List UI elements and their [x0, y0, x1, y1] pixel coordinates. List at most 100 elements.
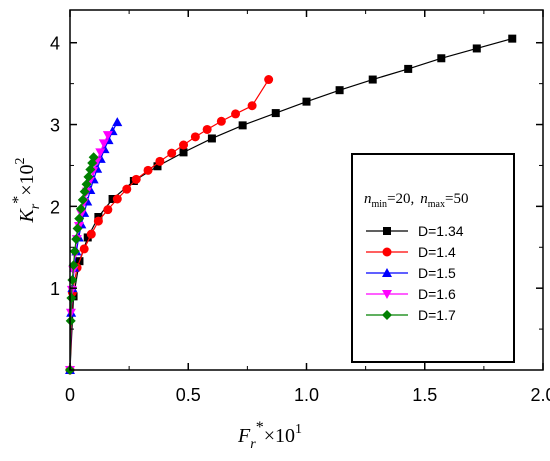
data-point [83, 233, 92, 242]
legend-title-n2: n [420, 191, 428, 207]
legend-title-n1: n [364, 191, 372, 207]
data-point [202, 124, 212, 134]
data-point [81, 179, 92, 190]
data-point [88, 152, 99, 163]
x-axis-label: Fr*×101 [237, 419, 302, 452]
y-tick-label: 1 [50, 279, 60, 299]
data-point [76, 209, 87, 219]
data-point [247, 101, 257, 111]
data-point [108, 195, 117, 203]
x-tick-label: 1.0 [294, 385, 319, 405]
data-point [98, 139, 109, 149]
legend-title: nmin=20, nmax=50 [364, 191, 468, 210]
series-D=1.4 [65, 75, 274, 375]
legend-title-max-val: =50 [445, 191, 468, 207]
data-point [83, 171, 94, 182]
x-axis-label-mult: ×10 [264, 425, 295, 447]
legend-marker [382, 290, 392, 299]
y-axis-label: Kr*×102 [10, 157, 43, 223]
data-point [167, 148, 177, 158]
y-tick-label: 4 [50, 34, 60, 54]
data-point [131, 174, 141, 184]
data-point [179, 140, 189, 150]
legend-marker [382, 310, 392, 320]
legend-entry: D=1.6 [366, 286, 456, 302]
y-axis-label-sub: r [28, 203, 43, 209]
legend-label: D=1.7 [418, 307, 456, 323]
legend: nmin=20, nmax=50 D=1.34D=1.4D=1.5D=1.6D=1… [351, 153, 515, 363]
x-axis-label-base: F [237, 425, 251, 447]
data-point [102, 131, 113, 141]
legend-entry: D=1.5 [366, 265, 456, 281]
y-axis-label-exp: 2 [13, 157, 28, 164]
series-D=1.7 [65, 152, 99, 375]
data-point [74, 213, 85, 224]
data-point [86, 229, 96, 239]
legend-title-max-sub: max [428, 199, 445, 210]
legend-entry: D=1.34 [366, 223, 464, 239]
plot-marks [65, 34, 517, 375]
data-point [238, 121, 247, 130]
legend-marker [382, 268, 392, 277]
legend-label: D=1.6 [418, 286, 456, 302]
x-tick-label: 0 [65, 385, 75, 405]
data-point [179, 148, 188, 157]
y-axis-label-sup: * [10, 196, 27, 204]
data-point [155, 156, 165, 166]
y-axis-label-base: K [16, 208, 38, 224]
x-tick-label: 0.5 [176, 385, 201, 405]
x-tick-label: 2.0 [530, 385, 550, 405]
legend-title-min-sub: min [372, 199, 388, 210]
legend-entry: D=1.7 [366, 307, 456, 323]
data-point [66, 293, 77, 303]
data-point [153, 162, 162, 171]
data-point [112, 194, 122, 204]
legend-marker [383, 227, 391, 235]
data-point [302, 97, 311, 106]
x-axis-label-sub: r [250, 437, 256, 452]
x-axis-label-sup: * [256, 419, 264, 436]
data-point [75, 203, 86, 214]
data-point [264, 75, 274, 85]
data-point [143, 165, 153, 175]
data-point [122, 184, 132, 194]
data-point [77, 194, 88, 205]
data-point [79, 186, 90, 197]
legend-marker [382, 247, 392, 257]
legend-label: D=1.5 [418, 265, 456, 281]
data-point [71, 234, 82, 245]
legend-entry: D=1.4 [366, 244, 456, 260]
data-point [437, 54, 446, 63]
x-axis-label-exp: 1 [295, 422, 302, 437]
y-tick-label: 2 [50, 197, 60, 217]
tick-labels: 0 0.5 1.0 1.5 2.0 1 2 3 4 [50, 34, 550, 405]
data-point [95, 148, 106, 158]
legend-label: D=1.34 [418, 223, 464, 239]
tick-marks [69, 10, 544, 370]
y-axis-label-mult: ×10 [16, 164, 38, 195]
data-point [72, 223, 83, 234]
data-point [79, 244, 89, 254]
data-point [271, 109, 280, 118]
x-tick-label: 1.5 [412, 385, 437, 405]
legend-box [351, 153, 515, 363]
legend-entries: D=1.34 D=1.4 D=1.5 D=1.6 D=1.7 [366, 223, 464, 323]
data-point [93, 216, 103, 226]
data-point [68, 260, 79, 271]
data-point [368, 75, 377, 84]
y-tick-label: 3 [50, 116, 60, 136]
data-point [404, 64, 413, 73]
data-point [112, 117, 123, 127]
data-point [69, 246, 80, 257]
legend-label: D=1.4 [418, 244, 456, 260]
data-point [216, 116, 226, 126]
data-point [103, 205, 113, 215]
data-point [508, 34, 517, 43]
data-point [207, 134, 216, 143]
data-point [335, 86, 344, 95]
data-point [472, 44, 481, 53]
data-point [231, 109, 241, 119]
legend-title-min-val: =20, [387, 191, 414, 207]
data-point [190, 132, 200, 142]
